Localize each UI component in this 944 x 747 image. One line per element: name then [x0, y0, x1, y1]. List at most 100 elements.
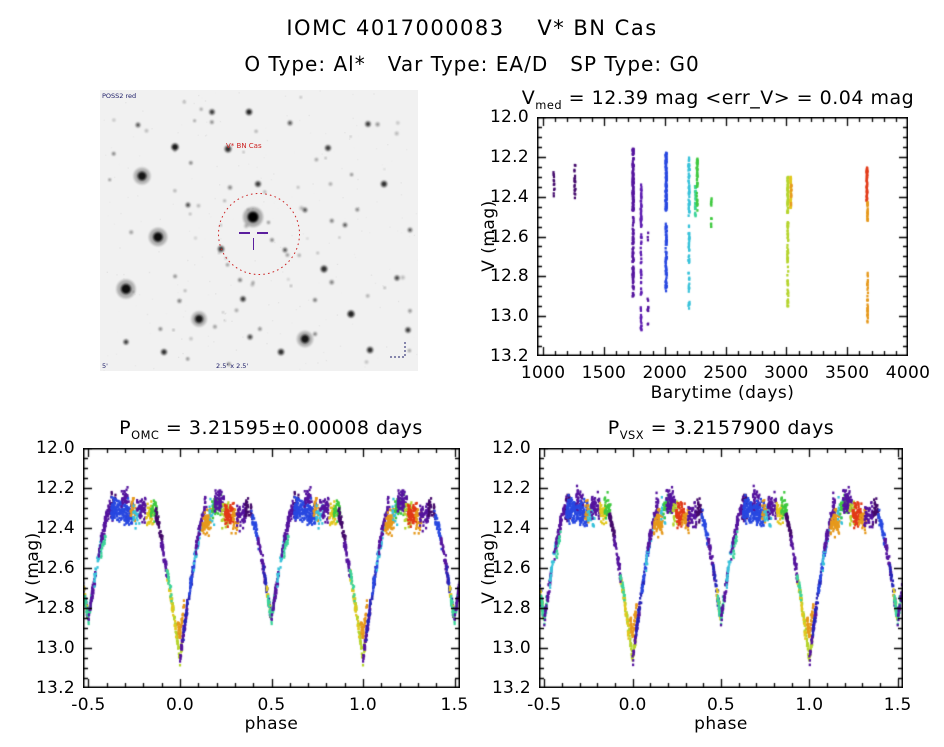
star	[343, 223, 347, 227]
target-star	[247, 211, 259, 223]
star	[287, 278, 290, 281]
omc-phase-y-tick-label: 12.6	[35, 558, 75, 578]
omc-phase-y-tick-label: 12.8	[35, 598, 75, 618]
star	[300, 334, 310, 344]
omc-phase-x-tick-label: 0.0	[166, 695, 194, 715]
vmed-value: = 12.39 mag <err_V> = 0.04 mag	[562, 87, 915, 109]
star	[183, 289, 187, 292]
star	[250, 283, 254, 287]
star	[287, 120, 293, 126]
star	[189, 337, 193, 341]
omc-phase-x-tick-label: 1.5	[440, 695, 469, 715]
star	[313, 298, 317, 302]
star	[263, 190, 266, 194]
star	[381, 181, 387, 187]
star	[197, 204, 200, 208]
omc-phase-x-tick-label: 0.5	[257, 695, 286, 715]
vsx-phase-plot-area	[539, 448, 903, 688]
star	[246, 109, 252, 115]
vsx-phase-xaxis-label: phase	[694, 714, 748, 734]
star	[313, 332, 317, 336]
star	[258, 327, 262, 331]
star	[199, 107, 203, 111]
star	[132, 291, 135, 293]
star	[330, 219, 334, 223]
star	[297, 253, 301, 257]
barytime-x-tick-label: 1500	[581, 363, 627, 383]
barytime-x-tick-label: 1000	[520, 363, 566, 383]
star	[173, 149, 176, 152]
omc-phase-points-canvas	[83, 448, 460, 688]
star	[366, 294, 370, 298]
target-crosshair	[239, 232, 268, 250]
star	[302, 207, 308, 213]
star	[383, 286, 386, 289]
omc-phase-x-tick-label: -0.5	[71, 695, 106, 715]
star	[195, 315, 203, 323]
star	[383, 168, 386, 170]
pvsx-symbol: P	[607, 417, 620, 439]
page-title-text: IOMC 4017000083 V* BN Cas	[286, 16, 658, 40]
vsx-phase-y-tick-label: 12.2	[491, 478, 531, 498]
vmed-symbol: V	[521, 87, 536, 109]
target-circle	[218, 193, 300, 275]
vmed-subscript: med	[535, 97, 563, 112]
star	[338, 236, 341, 239]
omc-phase-plot-area	[83, 448, 460, 688]
barytime-y-tick-label: 12.0	[489, 107, 529, 127]
star	[324, 157, 327, 159]
star	[299, 96, 302, 99]
star	[238, 278, 242, 282]
star	[137, 171, 147, 181]
target-label: V* BN Cas	[226, 142, 262, 150]
star	[405, 327, 411, 333]
finder-survey-label: POSS2 red	[102, 92, 136, 100]
star	[112, 152, 116, 156]
barytime-y-tick-label: 12.4	[489, 186, 529, 207]
star	[240, 296, 246, 302]
barytime-plot-title: Vmed = 12.39 mag <err_V> = 0.04 mag	[492, 87, 944, 112]
star	[123, 339, 129, 345]
vsx-phase-y-tick-label: 12.6	[491, 558, 531, 578]
omc-phase-plot-title: POMC = 3.21595±0.00008 days	[61, 417, 481, 442]
star	[161, 349, 167, 355]
star	[316, 251, 319, 255]
star	[408, 349, 411, 352]
star	[135, 122, 141, 128]
vsx-phase-x-tick-label: 1.0	[795, 695, 824, 715]
star	[297, 186, 300, 189]
star	[329, 182, 332, 186]
omc-phase-y-tick-label: 13.0	[35, 638, 75, 658]
star	[306, 237, 309, 240]
vsx-phase-y-tick-label: 13.0	[491, 638, 531, 658]
star	[213, 325, 217, 329]
vsx-phase-x-tick-label: 0.5	[707, 695, 735, 715]
star	[224, 145, 232, 153]
barytime-plot-area	[537, 117, 908, 356]
barytime-x-tick-label: 3500	[824, 363, 870, 383]
star	[153, 232, 163, 242]
barytime-y-tick-label: 13.2	[489, 346, 529, 366]
vsx-phase-x-tick-label: 1.5	[883, 695, 912, 715]
pomc-subscript: OMC	[131, 427, 160, 442]
star	[193, 119, 196, 122]
star	[228, 185, 232, 190]
star	[223, 199, 226, 202]
star	[121, 284, 131, 294]
omc-phase-y-tick-label: 13.2	[35, 678, 75, 698]
star	[226, 263, 229, 267]
star	[210, 120, 214, 124]
finder-fov-label: 2.5' x 2.5'	[216, 362, 248, 370]
star	[375, 122, 380, 127]
omc-phase-x-tick-label: 1.0	[349, 695, 377, 715]
star	[224, 319, 226, 322]
star	[408, 309, 412, 313]
star	[350, 135, 352, 138]
star	[242, 151, 245, 153]
barytime-y-tick-label: 12.2	[489, 146, 529, 167]
vsx-phase-y-tick-label: 12.4	[491, 518, 531, 538]
star	[325, 145, 331, 151]
star	[396, 121, 400, 125]
vsx-phase-points-canvas	[539, 448, 903, 688]
